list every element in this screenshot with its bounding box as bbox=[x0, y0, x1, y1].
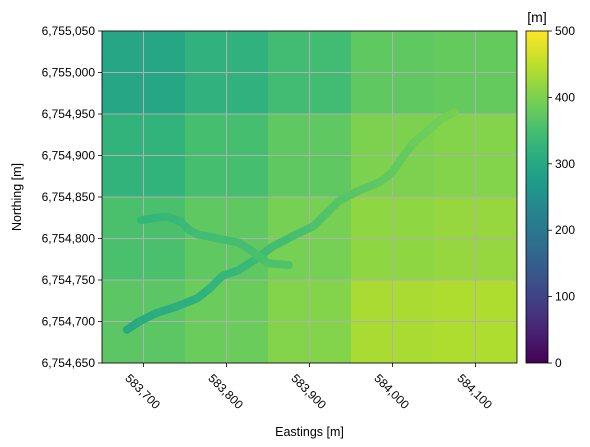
track-point bbox=[397, 155, 405, 164]
colorbar-ticks: 0 100 200 300 400 500 bbox=[548, 24, 575, 370]
track-point bbox=[284, 261, 293, 269]
track-point bbox=[135, 317, 144, 326]
track-point bbox=[172, 302, 181, 311]
track-point bbox=[185, 226, 193, 234]
y-tick-label: 6,754,800 bbox=[42, 232, 96, 246]
track-point bbox=[438, 114, 447, 122]
y-tick-label: 6,754,750 bbox=[42, 273, 96, 287]
track-point bbox=[388, 168, 397, 176]
track-point bbox=[193, 230, 202, 239]
track-point bbox=[251, 249, 260, 258]
x-axis-title: Eastings [m] bbox=[275, 425, 344, 439]
track-point bbox=[450, 108, 459, 117]
track-point bbox=[206, 284, 214, 293]
x-axis: 583,700 583,800 583,900 584,000 584,100 bbox=[122, 363, 495, 412]
x-tick-label: 583,900 bbox=[288, 371, 329, 412]
track-point bbox=[264, 259, 272, 268]
y-tick-label: 6,754,950 bbox=[42, 107, 96, 121]
track-point bbox=[355, 186, 364, 195]
x-tick-label: 583,700 bbox=[122, 371, 163, 412]
track-point bbox=[268, 243, 276, 251]
colorbar: [m] 0 100 200 300 400 500 bbox=[525, 9, 575, 370]
grid-layer bbox=[102, 30, 517, 364]
y-tick-label: 6,754,900 bbox=[42, 149, 96, 163]
track-point bbox=[322, 209, 330, 218]
colorbar-tick-label: 100 bbox=[555, 290, 575, 304]
colorbar-tick-label: 0 bbox=[555, 356, 562, 370]
track-layer bbox=[122, 108, 459, 334]
y-tick-label: 6,754,650 bbox=[42, 356, 96, 370]
colorbar-tick-label: 200 bbox=[555, 223, 575, 237]
y-tick-label: 6,754,700 bbox=[42, 315, 96, 329]
track-point bbox=[218, 272, 227, 280]
y-tick-label: 6,755,000 bbox=[42, 66, 96, 80]
colorbar-tick-label: 400 bbox=[555, 90, 575, 104]
x-tick-label: 584,100 bbox=[454, 371, 495, 412]
track-point bbox=[177, 218, 185, 226]
track-point bbox=[235, 266, 243, 274]
y-axis-title: Northing [m] bbox=[10, 163, 24, 231]
colorbar-label: [m] bbox=[527, 9, 546, 25]
x-tick-label: 583,800 bbox=[205, 371, 246, 412]
track-point bbox=[409, 139, 418, 147]
track-point bbox=[426, 125, 434, 133]
track-point bbox=[152, 309, 160, 318]
track-point bbox=[376, 178, 384, 186]
track-point bbox=[235, 238, 243, 247]
track-point bbox=[137, 216, 145, 225]
colorbar-tick-label: 300 bbox=[555, 157, 575, 171]
track-point bbox=[164, 213, 173, 221]
x-tick-label: 584,000 bbox=[371, 371, 412, 412]
track-point bbox=[123, 326, 131, 334]
colorbar-bar bbox=[525, 30, 549, 364]
track-point bbox=[289, 232, 297, 240]
track-point bbox=[214, 234, 222, 243]
colorbar-tick-label: 500 bbox=[555, 24, 575, 38]
track-point bbox=[334, 197, 343, 205]
y-axis: 6,754,650 6,754,700 6,754,750 6,754,800 6,75… bbox=[42, 24, 102, 370]
y-tick-label: 6,755,050 bbox=[42, 24, 96, 38]
y-tick-label: 6,754,850 bbox=[42, 190, 96, 204]
track-point bbox=[152, 213, 160, 222]
track-point bbox=[193, 294, 202, 303]
track-point bbox=[309, 222, 318, 230]
